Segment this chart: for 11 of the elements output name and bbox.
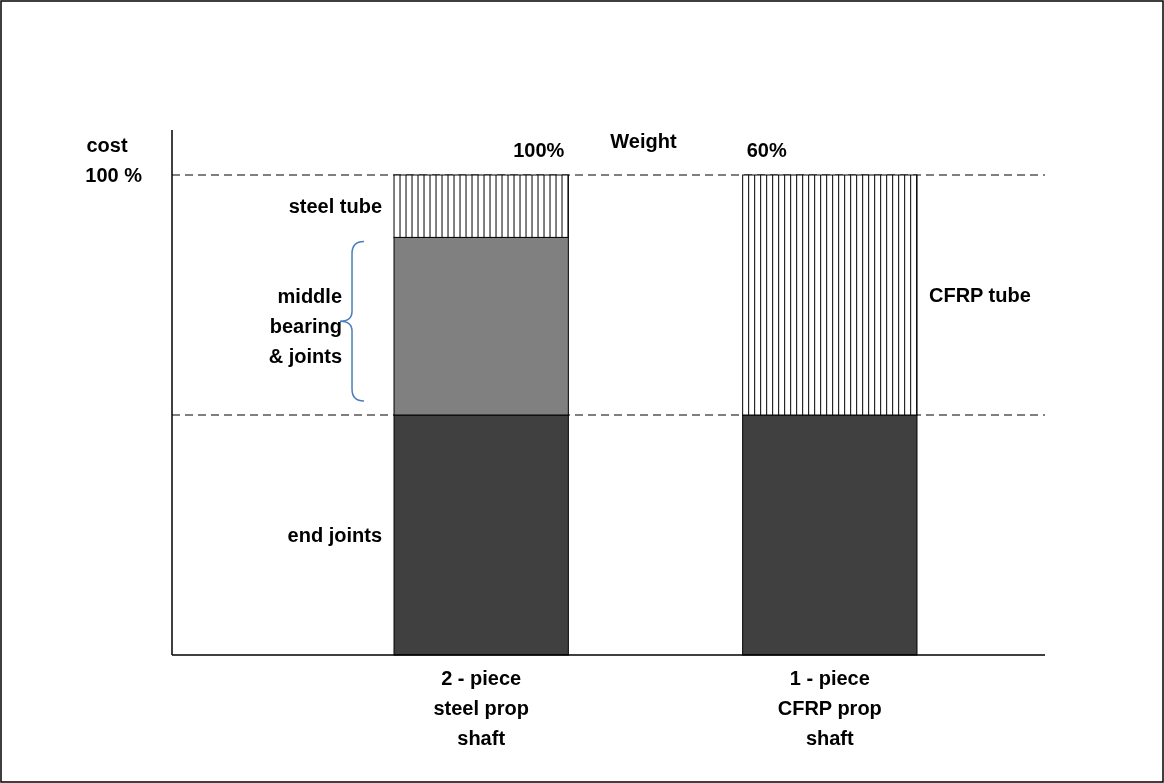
series-label: steel tube xyxy=(288,195,383,218)
text: middle bearing & joints xyxy=(268,285,343,368)
y-axis-title: cost xyxy=(86,134,128,156)
series-label: CFRP tube xyxy=(928,284,1031,306)
text: Weight xyxy=(610,130,677,152)
x-tick-label: 2 - piece steel prop shaft xyxy=(433,667,529,749)
x-tick-label: 1 - piece CFRP prop shaft xyxy=(777,667,882,749)
annotation: 60% xyxy=(746,139,787,161)
series-label: end joints xyxy=(287,524,383,546)
annotation: 100% xyxy=(513,139,565,161)
ref-line-label: 100 % xyxy=(85,164,143,186)
